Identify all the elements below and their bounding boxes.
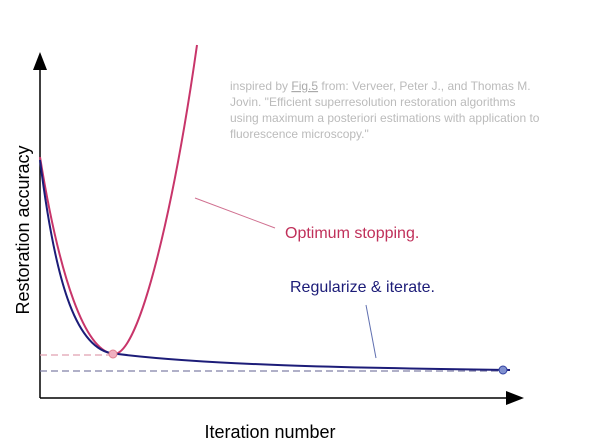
citation-line: from: Verveer, Peter J., and Thomas M. — [318, 79, 531, 93]
citation-line: using maximum a posteriori estimations w… — [230, 111, 540, 125]
x-axis-arrow — [506, 391, 524, 405]
citation-line: fluorescence microscopy." — [230, 127, 369, 141]
optimum-label: Optimum stopping. — [285, 225, 419, 242]
x-axis-label: Iteration number — [204, 422, 335, 442]
citation-line: Jovin. "Efficient superresolution restor… — [230, 95, 516, 109]
citation-prefix: inspired by — [230, 79, 291, 93]
optimum-pointer — [194, 197, 276, 229]
citation: inspired by Fig.5 from: Verveer, Peter J… — [230, 79, 543, 141]
y-axis-arrow — [33, 52, 47, 70]
citation-link[interactable]: Fig.5 — [291, 79, 318, 93]
optimum-curve — [39, 44, 198, 356]
regularize-pointer — [365, 304, 377, 359]
regularize-label: Regularize & iterate. — [290, 279, 435, 296]
regularize-curve — [39, 159, 511, 371]
optimum-point — [108, 349, 118, 359]
regularize-point — [498, 365, 508, 375]
y-axis-label: Restoration accuracy — [13, 145, 33, 314]
